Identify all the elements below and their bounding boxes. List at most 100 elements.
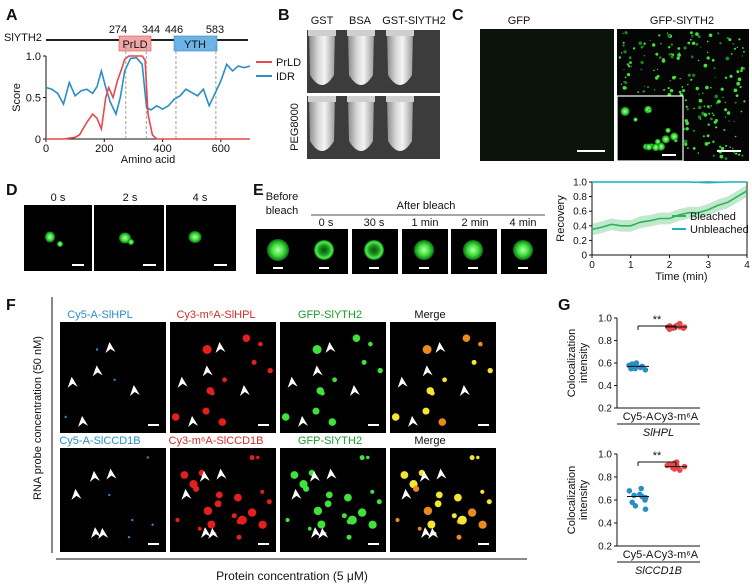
fusion-frame-0s: [24, 205, 92, 271]
frap-droplet: [267, 239, 289, 261]
inset-droplets: [620, 105, 679, 152]
speckle: [706, 40, 709, 43]
inset-droplet: [652, 143, 660, 152]
arrowhead-marker: [98, 527, 109, 539]
panel-letter-f: F: [6, 297, 16, 314]
speckle: [733, 120, 735, 123]
arrowhead-marker: [420, 527, 431, 539]
f-col-label: GFP-SlYTH2: [298, 435, 362, 447]
arrowhead-marker: [92, 365, 103, 377]
speckle: [643, 55, 645, 57]
speckle: [722, 96, 724, 99]
droplet: [325, 491, 333, 499]
panel-c: C GFP GFP-SlYTH2: [452, 7, 749, 162]
speckle: [692, 147, 696, 150]
speckle: [742, 47, 744, 49]
droplet: [317, 520, 326, 529]
speckle: [741, 154, 744, 157]
droplet: [487, 367, 493, 374]
speckle: [732, 43, 734, 45]
speckle: [624, 31, 628, 35]
data-point: [632, 503, 639, 509]
panel-b: B GST BSA GST-SlYTH2 PEG8000: [278, 7, 446, 159]
x-axis-title: Amino acid: [121, 154, 175, 166]
prld-domain-label: PrLD: [122, 39, 147, 51]
micrograph: [390, 322, 496, 433]
y-tick-label: 0.4: [598, 381, 612, 392]
droplet: [146, 456, 149, 459]
droplet: [218, 418, 227, 426]
arrowhead-marker: [78, 415, 89, 427]
x-tick-label: Cy3-m⁶A: [654, 411, 699, 423]
speckle: [684, 99, 687, 102]
speckle: [708, 141, 711, 144]
arrowhead-marker: [436, 468, 447, 480]
droplet: [113, 378, 116, 381]
speckle: [707, 123, 710, 126]
tube: [387, 96, 413, 151]
speckle: [708, 33, 713, 38]
colocalization-chart-slhpl: 0.2 0.4 0.6 0.8 1.0 Colocalization intensity Cy…: [566, 314, 700, 439]
inset-droplet: [665, 127, 671, 134]
droplet: [313, 506, 323, 516]
speckle: [702, 135, 705, 138]
micrograph: [170, 448, 276, 552]
panel-letter-d: D: [6, 182, 18, 199]
arrowhead-marker: [408, 415, 419, 427]
data-point: [631, 492, 637, 499]
disorder-score-chart: 0 200 400 600 0 0.5 1.0 Amino acid Score PrLD IDR: [11, 46, 301, 166]
panel-letter-e: E: [253, 182, 264, 199]
inset-droplet: [647, 109, 652, 113]
speckle: [681, 86, 684, 88]
arrowhead-marker: [202, 365, 213, 377]
droplet: [434, 500, 442, 508]
speckle: [623, 50, 627, 54]
droplet: [307, 526, 312, 531]
frap-time: 1 min: [412, 217, 439, 229]
speckle: [709, 107, 711, 109]
speckle: [736, 46, 739, 48]
speckle: [712, 114, 715, 117]
droplet: [462, 334, 471, 343]
arrowhead-marker: [310, 527, 321, 539]
speckle: [658, 34, 661, 37]
droplet: [366, 455, 370, 460]
protein-name: SlYTH2: [4, 32, 42, 44]
speckle: [638, 41, 643, 45]
speckle: [706, 134, 710, 138]
droplet: [400, 471, 409, 479]
inset-droplet: [620, 106, 630, 116]
droplet: [206, 387, 214, 395]
speckle: [710, 86, 712, 89]
droplet: [251, 359, 257, 365]
speckle: [703, 63, 708, 68]
data-point: [629, 361, 636, 367]
speckle: [733, 151, 736, 154]
arrowhead-marker: [291, 488, 302, 500]
speckle: [670, 55, 674, 59]
droplet: [377, 367, 383, 374]
arrowhead-marker: [199, 470, 210, 482]
arrowhead-marker: [435, 342, 446, 354]
droplet: [352, 334, 361, 343]
arrowhead-marker: [106, 468, 117, 480]
speckle: [643, 85, 645, 87]
droplet: [237, 515, 247, 525]
series-line-unbleached: [592, 181, 747, 184]
speckle: [640, 68, 642, 71]
arrowhead-marker: [177, 376, 188, 388]
droplet: [478, 341, 483, 347]
legend-label: PrLD: [276, 57, 301, 69]
speckle: [725, 116, 727, 118]
droplet: [476, 455, 480, 460]
speckle: [713, 67, 716, 70]
tick-274: 274: [109, 24, 127, 36]
frap-time: 30 s: [364, 217, 385, 229]
droplet: [285, 517, 290, 523]
droplet: [242, 334, 251, 343]
speckle: [726, 36, 729, 40]
y-tick-label: 1.0: [26, 51, 41, 63]
speckle: [642, 45, 645, 47]
speckle: [690, 78, 693, 81]
